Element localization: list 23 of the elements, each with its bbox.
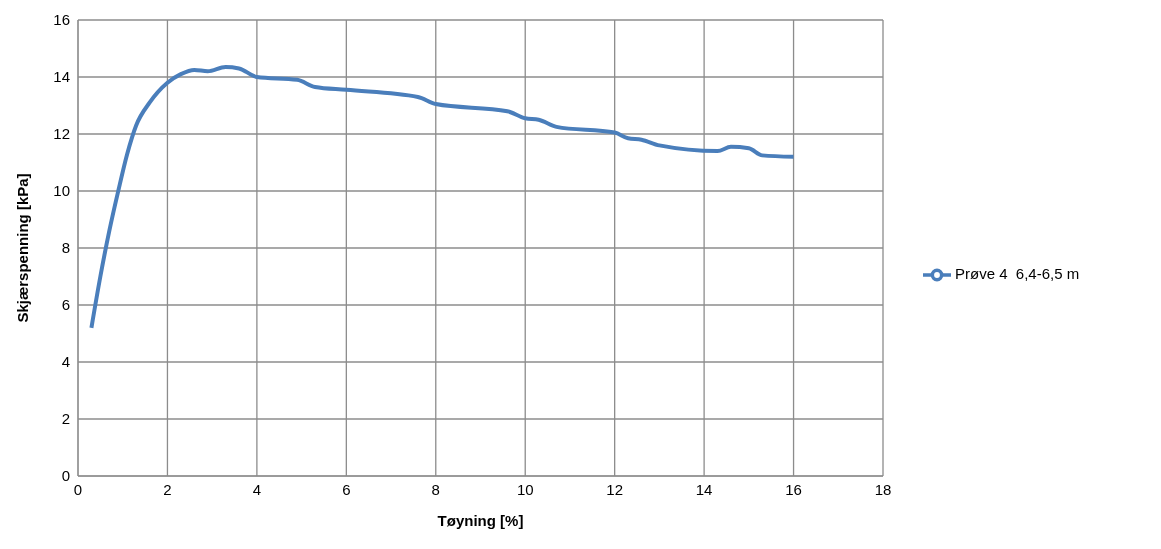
x-tick-label: 2: [163, 480, 172, 498]
y-tick-label: 16: [53, 11, 70, 29]
line-series: [89, 65, 796, 330]
x-tick-label: 6: [342, 480, 351, 498]
x-tick-label: 4: [252, 480, 262, 498]
x-tick-label: 10: [516, 480, 534, 498]
y-tick-label: 2: [61, 410, 70, 428]
y-tick-label: 14: [53, 68, 70, 86]
x-tick-label: 16: [785, 480, 802, 498]
x-tick-label: 18: [874, 480, 892, 498]
y-tick-label: 0: [61, 467, 70, 485]
y-tick-label: 8: [61, 239, 70, 257]
legend-label: Prøve 4 6,4-6,5 m: [955, 264, 1080, 282]
y-axis-title: Skjærspenning [kPa]: [14, 173, 32, 323]
y-tick-label: 6: [61, 296, 70, 314]
x-tick-label: 0: [73, 480, 83, 498]
x-axis-title: Tøyning [%]: [437, 512, 524, 529]
y-tick-label: 12: [53, 125, 70, 143]
y-tick-label: 4: [61, 353, 70, 371]
y-tick-label: 10: [53, 182, 70, 200]
x-tick-label: 8: [431, 480, 440, 498]
x-tick-label: 12: [606, 480, 624, 498]
x-tick-label: 14: [695, 480, 713, 498]
